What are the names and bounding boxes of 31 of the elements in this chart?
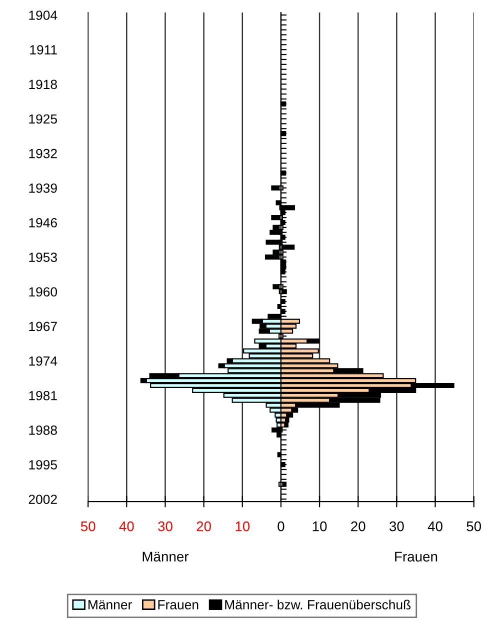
text: Frauen	[395, 552, 438, 562]
x-tick-label: 20	[196, 521, 211, 532]
x-tick-label: 0	[278, 521, 284, 532]
y-tick-label: 1967	[29, 322, 57, 332]
x-tick-label: 10	[312, 521, 327, 532]
x-tick-label: 10	[236, 521, 250, 532]
x-tick-label: 40	[119, 521, 134, 532]
legend-label: Männer	[88, 600, 132, 610]
legend-label: Männer- bzw. Frauenüberschuß	[225, 600, 411, 610]
x-tick-label: 20	[351, 521, 366, 532]
y-tick-label: 1995	[29, 460, 57, 470]
y-tick-label: 1932	[29, 148, 57, 158]
x-tick-label: 30	[389, 521, 404, 532]
y-tick-label: 2002	[28, 494, 57, 504]
y-tick-label: 1981	[29, 390, 57, 400]
y-tick-label: 1946	[29, 218, 57, 228]
y-tick-label: 1918	[29, 80, 57, 90]
y-tick-label: 1960	[29, 287, 58, 297]
y-tick-label: 1904	[29, 10, 58, 20]
y-tick-label: 1911	[30, 45, 57, 54]
y-tick-label: 1925	[29, 114, 57, 124]
y-tick-label: 1953	[29, 252, 57, 262]
x-tick-label: 40	[428, 521, 442, 532]
legend-label: Frauen	[158, 600, 198, 610]
x-tick-label: 30	[158, 521, 172, 532]
x-tick-label: 50	[466, 521, 482, 532]
y-tick-label: 1939	[29, 183, 57, 193]
y-tick-label: 1988	[29, 426, 57, 435]
y-tick-label: 1974	[29, 356, 58, 366]
text: Männer	[142, 552, 189, 562]
x-tick-label: 50	[80, 521, 96, 532]
